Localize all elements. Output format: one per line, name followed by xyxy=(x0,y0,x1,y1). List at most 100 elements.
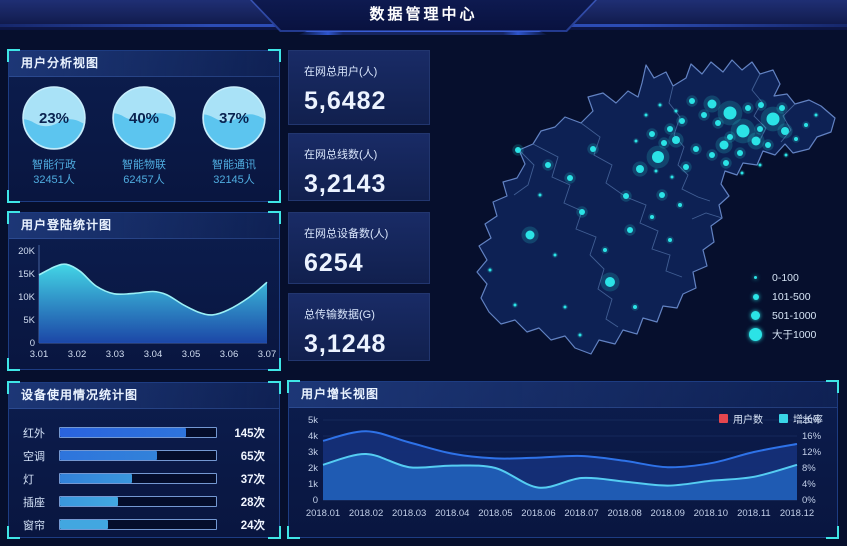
y-axis-tick: 15K xyxy=(18,269,36,280)
map-dot xyxy=(678,203,682,207)
x-axis-tick: 3.07 xyxy=(258,349,277,360)
map-dot xyxy=(652,151,664,163)
stat-card: 在网总设备数(人) 6254 xyxy=(288,212,430,284)
map-dot xyxy=(707,99,717,109)
device-bar-fill xyxy=(60,520,109,529)
map-inner-border xyxy=(780,103,796,143)
legend-swatch xyxy=(719,414,728,423)
panel-device-usage: 设备使用情况统计图 红外 145次 空调 65次灯 37次 插座 28次 窗帘 24次 xyxy=(7,381,281,540)
map-dot xyxy=(758,163,762,167)
growth-area-chart: 0 0% 1k 4% 2k 8% 3k 12% 4k 16% 5k 20% 2018.01 2018.02… xyxy=(306,415,822,519)
gauge-count: 32451人 xyxy=(33,174,75,187)
device-row: 插座 28次 xyxy=(23,490,265,513)
x-axis-tick: 2018.02 xyxy=(349,508,383,519)
y-axis-tick: 10K xyxy=(18,292,36,303)
panel-title-user-growth: 用户增长视图 xyxy=(289,382,837,408)
panel-title-device-usage: 设备使用情况统计图 xyxy=(9,383,279,409)
device-bar-fill xyxy=(60,474,132,483)
legend-label: 用户数 xyxy=(733,415,763,426)
map-dot xyxy=(636,165,644,173)
gauge-label: 智能通讯 32145人 xyxy=(191,158,277,189)
y-axis-tick-right: 20% xyxy=(802,415,822,426)
device-row: 灯 37次 xyxy=(23,467,265,490)
map-dot xyxy=(804,123,808,127)
header-ornament xyxy=(298,31,548,35)
corner-bracket xyxy=(268,381,281,394)
y-axis-tick: 5K xyxy=(23,315,35,326)
header: 数据管理中心 xyxy=(0,0,847,30)
map-dot xyxy=(661,140,667,146)
stat-card-label: 总传输数据(G) xyxy=(304,309,375,321)
map-inner-border xyxy=(668,85,711,202)
map-legend-item: 101-500 xyxy=(748,287,816,306)
gauge-percent: 40% xyxy=(129,110,159,127)
gauge-percent: 37% xyxy=(219,110,249,127)
device-label: 窗帘 xyxy=(23,519,45,532)
map-dot xyxy=(659,192,665,198)
panel-title-user-analysis: 用户分析视图 xyxy=(9,51,279,77)
map-dot xyxy=(784,153,788,157)
gauge-count: 32145人 xyxy=(213,174,255,187)
device-bar-track xyxy=(59,473,217,484)
map-legend-dot xyxy=(748,293,763,300)
map-dot xyxy=(627,227,633,233)
device-row: 空调 65次 xyxy=(23,444,265,467)
map-dot xyxy=(723,160,729,166)
x-axis-tick: 3.02 xyxy=(68,349,87,360)
map-dot xyxy=(814,113,818,117)
map-dot xyxy=(679,118,685,124)
gauge-name: 智能物联 xyxy=(122,159,166,171)
map-dot xyxy=(794,137,798,141)
map-dot xyxy=(515,147,521,153)
liquid-gauge: 40% 智能物联 62457人 xyxy=(101,86,187,189)
map-dot xyxy=(745,105,751,111)
device-bar-chart: 红外 145次 空调 65次灯 37次 插座 28次 窗帘 24次 xyxy=(9,409,279,540)
corner-bracket xyxy=(268,190,281,203)
map-dot xyxy=(757,126,763,132)
stat-card-value: 3,2143 xyxy=(304,170,387,198)
panel-title-login-stats: 用户登陆统计图 xyxy=(9,213,279,239)
map-legend-label: 501-1000 xyxy=(772,309,817,322)
map-dot xyxy=(740,171,744,175)
map-legend-item: 501-1000 xyxy=(748,306,816,325)
map-legend-dot xyxy=(748,311,763,320)
panel-user-growth: 用户增长视图 用户数 增长率 0 0% 1k 4% 2k 8% 3k 12% 4k 16% 5k 20%… xyxy=(287,380,839,539)
legend-item-users[interactable]: 用户数 xyxy=(719,411,763,426)
legend-swatch xyxy=(779,414,788,423)
map-dot xyxy=(545,162,551,168)
map-dot xyxy=(658,103,662,107)
device-row: 窗帘 24次 xyxy=(23,513,265,536)
y-axis-tick: 20K xyxy=(18,246,36,257)
map-dot xyxy=(579,209,585,215)
x-axis-tick: 2018.10 xyxy=(694,508,728,519)
stat-card-value: 6254 xyxy=(304,249,364,277)
stat-card-label: 在网总用户(人) xyxy=(304,66,378,78)
map-inner-border xyxy=(589,254,619,328)
map-dot xyxy=(758,102,764,108)
x-axis-tick: 2018.09 xyxy=(651,508,685,519)
gauge-name: 智能通讯 xyxy=(212,159,256,171)
map-dot xyxy=(751,136,761,146)
x-axis-tick: 3.04 xyxy=(144,349,163,360)
map-canvas xyxy=(476,59,836,355)
map-dot xyxy=(623,193,629,199)
map-dot xyxy=(590,146,596,152)
y-axis-tick-left: 0 xyxy=(313,495,318,506)
legend-item-growth-rate[interactable]: 增长率 xyxy=(779,411,823,426)
gauge-label: 智能物联 62457人 xyxy=(101,158,187,189)
map-dot xyxy=(727,134,733,140)
gauge-label: 智能行政 32451人 xyxy=(11,158,97,189)
device-bar-fill xyxy=(60,428,187,437)
corner-bracket xyxy=(7,358,20,371)
y-axis-tick-right: 4% xyxy=(802,479,816,490)
stat-card-column: 在网总用户(人) 5,6482 在网总线数(人) 3,2143 在网总设备数(人) 625… xyxy=(288,50,430,361)
stat-card-value: 5,6482 xyxy=(304,87,387,115)
login-line xyxy=(38,263,268,316)
map-legend-label: 大于1000 xyxy=(772,329,817,341)
login-area-chart: 0 5K 10K 15K 20K 3.01 3.02 3.03 3.04 3.05 3.06 3.07 xyxy=(18,245,277,360)
map-inner-border xyxy=(625,196,683,278)
y-axis-tick: 0 xyxy=(30,338,35,349)
y-axis-tick-left: 3k xyxy=(308,447,318,458)
map-legend: 0-100 101-500 501-1000 大于1000 xyxy=(748,268,816,344)
map-dot xyxy=(667,126,673,132)
